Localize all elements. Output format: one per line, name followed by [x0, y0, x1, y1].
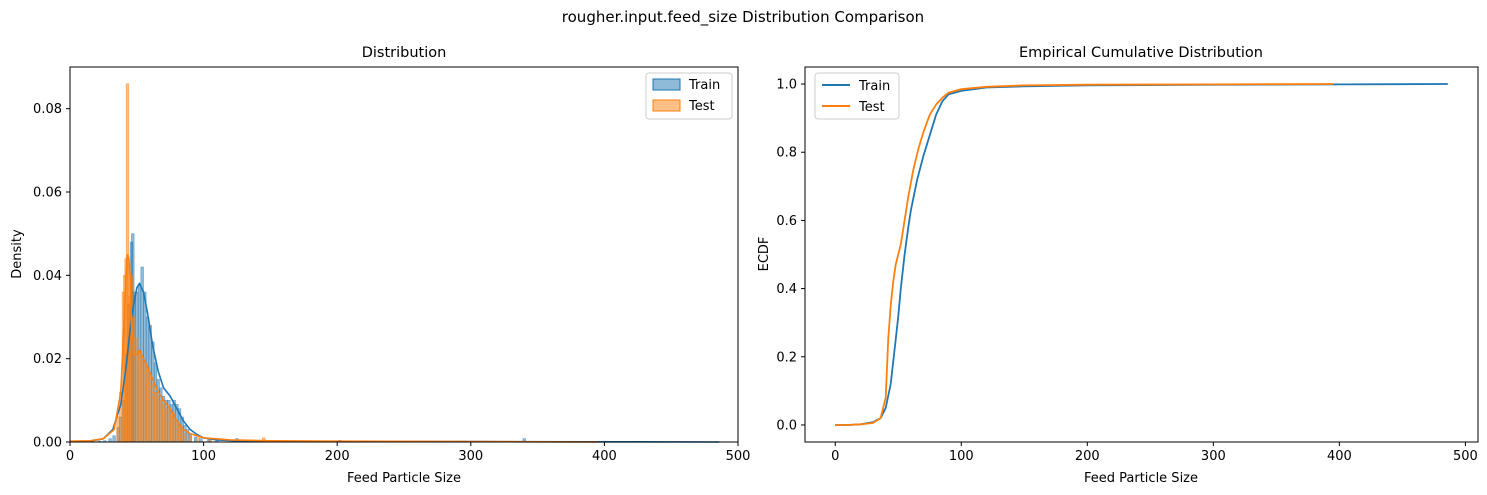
legend-train-patch — [652, 78, 681, 91]
figure-suptitle: rougher.input.feed_size Distribution Com… — [562, 8, 924, 27]
distribution-xlabel: Feed Particle Size — [347, 471, 461, 486]
distribution-ytick-label: 0.06 — [33, 186, 62, 201]
ecdf-xtick-label: 100 — [949, 449, 974, 464]
distribution-panel: Distribution 0 100 200 300 400 500 0.000.020.… — [10, 45, 750, 486]
ecdf-ytick-label: 0.0 — [776, 418, 797, 433]
distribution-xtick-label: 0 — [66, 449, 74, 464]
test-bar — [145, 366, 150, 443]
ecdf-xtick-label: 500 — [1453, 449, 1478, 464]
legend-test-label: Test — [688, 99, 715, 114]
test-ecdf-line — [835, 83, 1334, 426]
distribution-xtick-label: 500 — [726, 449, 751, 464]
train-ecdf-line — [835, 83, 1448, 426]
ecdf-xtick-label: 0 — [831, 449, 839, 464]
test-histogram-bars — [116, 83, 526, 443]
ecdf-xlabel: Feed Particle Size — [1084, 471, 1198, 486]
test-bar — [153, 391, 158, 443]
ecdf-ytick-label: 0.6 — [776, 214, 797, 229]
test-bar — [159, 400, 163, 443]
ecdf-x-ticks: 0 100 200 300 400 500 — [831, 442, 1478, 464]
test-bar — [156, 395, 160, 443]
distribution-title: Distribution — [362, 45, 447, 61]
test-bar — [151, 383, 155, 443]
test-bar — [140, 358, 144, 443]
distribution-xtick-label: 200 — [325, 449, 350, 464]
test-bar — [177, 425, 182, 443]
test-bar — [196, 437, 200, 443]
distribution-xtick-label: 400 — [592, 449, 617, 464]
test-bar — [148, 375, 152, 443]
test-bar — [175, 420, 179, 443]
ecdf-xtick-label: 400 — [1327, 449, 1352, 464]
distribution-ylabel: Density — [10, 229, 25, 279]
ecdf-ytick-label: 0.2 — [776, 350, 797, 365]
distribution-x-ticks: 0 100 200 300 400 500 — [66, 442, 751, 464]
distribution-y-ticks: 0.00 0.02 0.04 0.06 0.08 — [33, 102, 70, 451]
ecdf-title: Empirical Cumulative Distribution — [1019, 45, 1263, 61]
ecdf-axes-frame — [804, 66, 1479, 443]
ecdf-panel: Empirical Cumulative Distribution 0 100 20… — [757, 45, 1479, 486]
test-kde-line — [69, 254, 598, 443]
legend-test-patch — [652, 99, 681, 112]
test-bar — [183, 433, 187, 443]
train-bar — [112, 435, 116, 443]
ecdf-xtick-label: 200 — [1075, 449, 1100, 464]
distribution-ytick-label: 0.04 — [33, 269, 62, 284]
ecdf-ytick-label: 0.8 — [776, 146, 797, 161]
legend-train-label: Train — [688, 78, 720, 93]
distribution-ytick-label: 0.08 — [33, 102, 62, 117]
distribution-axes-frame — [69, 66, 739, 443]
test-bar — [137, 350, 142, 443]
distribution-ytick-label: 0.00 — [33, 436, 62, 451]
test-bar — [143, 362, 147, 443]
ecdf-legend-test-label: Test — [858, 100, 885, 115]
distribution-ytick-label: 0.02 — [33, 352, 62, 367]
ecdf-legend: Train Test — [814, 72, 900, 120]
test-bar — [167, 408, 171, 443]
ecdf-y-ticks: 0.0 0.2 0.4 0.6 0.8 1.0 — [776, 78, 805, 433]
test-bar — [161, 404, 166, 443]
test-bar — [180, 429, 184, 443]
train-bar — [193, 436, 198, 443]
ecdf-xtick-label: 300 — [1201, 449, 1226, 464]
distribution-legend: Train Test — [645, 72, 733, 120]
distribution-xtick-label: 300 — [458, 449, 483, 464]
test-bar — [169, 412, 174, 443]
train-histogram-bars — [97, 233, 719, 443]
test-bar — [188, 435, 192, 443]
distribution-xtick-label: 100 — [191, 449, 216, 464]
ecdf-ylabel: ECDF — [757, 237, 772, 272]
test-bar — [164, 408, 168, 443]
ecdf-legend-train-label: Train — [858, 79, 890, 94]
ecdf-ytick-label: 0.4 — [776, 282, 797, 297]
ecdf-ytick-label: 1.0 — [776, 78, 797, 93]
test-bar — [116, 416, 120, 443]
